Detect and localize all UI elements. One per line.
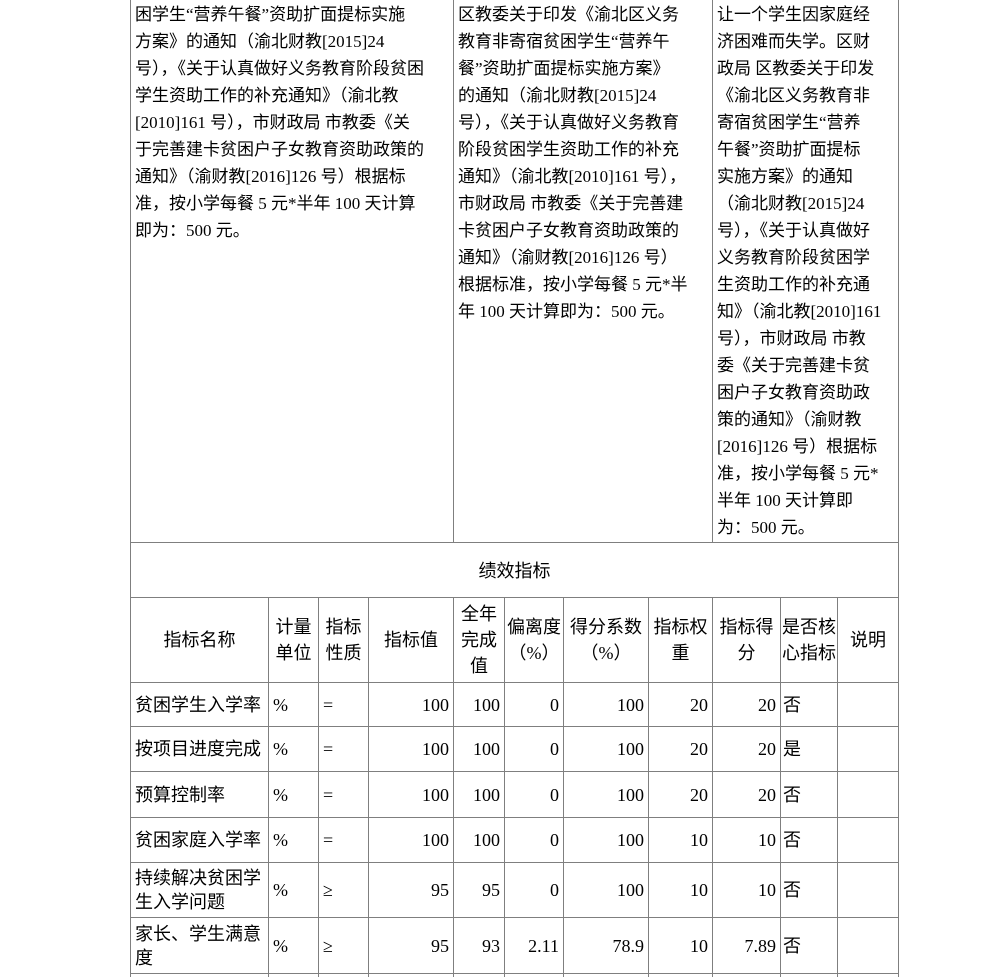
col-header-note: 说明 bbox=[836, 597, 900, 683]
cell-annual-value: 93 bbox=[453, 917, 505, 974]
cell-indicator-name: 按项目进度完成 bbox=[130, 726, 269, 772]
section-title: 绩效指标 bbox=[129, 542, 900, 598]
table-row: 贫困家庭入学率 % = 100 100 0 100 10 10 否 bbox=[130, 817, 900, 863]
cell-deviation: 0 bbox=[504, 771, 564, 818]
continuation-cell-1: 困学生“营养午餐”资助扩面提标实施 方案》的通知（渝北财教[2015]24 号）… bbox=[130, 0, 454, 543]
cell-annual-value: 100 bbox=[453, 682, 505, 727]
continuation-cell-3: 让一个学生因家庭经 济困难而失学。区财 政局 区教委关于印发 《渝北区义务教育非… bbox=[711, 0, 900, 543]
col-header-nature: 指标 性质 bbox=[318, 597, 369, 683]
cell-weight: 10 bbox=[648, 917, 713, 974]
cell-deviation: 0 bbox=[504, 726, 564, 772]
cell-unit: % bbox=[268, 817, 319, 863]
cell-target-value: 95 bbox=[368, 862, 454, 918]
cell-nature: = bbox=[318, 726, 369, 772]
cell-indicator-name: 预算控制率 bbox=[130, 771, 269, 818]
cell-score: 20 bbox=[712, 771, 781, 818]
cell-unit: % bbox=[268, 917, 319, 974]
cell-unit: % bbox=[268, 682, 319, 727]
cell-score: 10 bbox=[712, 862, 781, 918]
cell-deviation: 0 bbox=[504, 817, 564, 863]
table-row: 预算控制率 % = 100 100 0 100 20 20 否 bbox=[130, 771, 900, 818]
cell-score-coefficient: 100 bbox=[563, 771, 649, 818]
cell-deviation: 0 bbox=[504, 682, 564, 727]
cell-core-indicator: 否 bbox=[780, 682, 838, 727]
cell-annual-value: 100 bbox=[453, 771, 505, 818]
cell-score-coefficient: 100 bbox=[563, 682, 649, 727]
cell-annual-value: 95 bbox=[453, 862, 505, 918]
cell-annual-value: 100 bbox=[453, 726, 505, 772]
cell-unit: % bbox=[268, 862, 319, 918]
continuation-cell-2: 区教委关于印发《渝北区义务 教育非寄宿贫困学生“营养午 餐”资助扩面提标实施方案… bbox=[453, 0, 713, 543]
cell-unit: % bbox=[268, 771, 319, 818]
cell-target-value: 100 bbox=[368, 682, 454, 727]
cell-note bbox=[836, 771, 900, 818]
cell-target-value: 100 bbox=[368, 817, 454, 863]
cell-score: 7.89 bbox=[712, 917, 781, 974]
table-row: 按项目进度完成 % = 100 100 0 100 20 20 是 bbox=[130, 726, 900, 772]
cell-annual-value: 100 bbox=[453, 817, 505, 863]
col-header-weight: 指标权 重 bbox=[648, 597, 713, 683]
col-header-target-value: 指标值 bbox=[368, 597, 454, 683]
cell-score-coefficient: 78.9 bbox=[563, 917, 649, 974]
cell-core-indicator: 否 bbox=[780, 771, 838, 818]
col-header-annual-value: 全年 完成 值 bbox=[453, 597, 505, 683]
table-header-row: 指标名称 计量 单位 指标 性质 指标值 全年 完成 值 偏离度 （%） 得分系… bbox=[130, 597, 900, 683]
col-header-deviation: 偏离度 （%） bbox=[504, 597, 564, 683]
cell-score: 20 bbox=[712, 726, 781, 772]
cell-weight: 20 bbox=[648, 726, 713, 772]
cell-note bbox=[836, 917, 900, 974]
cell-nature: ≥ bbox=[318, 917, 369, 974]
cell-core-indicator: 否 bbox=[780, 817, 838, 863]
cell-nature: = bbox=[318, 817, 369, 863]
cell-score: 20 bbox=[712, 682, 781, 727]
cell-indicator-name: 贫困家庭入学率 bbox=[130, 817, 269, 863]
col-header-unit: 计量 单位 bbox=[268, 597, 319, 683]
cell-deviation: 0 bbox=[504, 862, 564, 918]
performance-report-table: 困学生“营养午餐”资助扩面提标实施 方案》的通知（渝北财教[2015]24 号）… bbox=[129, 0, 900, 977]
col-header-core-indicator: 是否核 心指标 bbox=[780, 597, 838, 683]
cell-indicator-name: 持续解决贫困学 生入学问题 bbox=[130, 862, 269, 918]
cell-note bbox=[836, 726, 900, 772]
cell-score: 10 bbox=[712, 817, 781, 863]
cell-deviation: 2.11 bbox=[504, 917, 564, 974]
cell-nature: ≥ bbox=[318, 862, 369, 918]
continuation-row: 困学生“营养午餐”资助扩面提标实施 方案》的通知（渝北财教[2015]24 号）… bbox=[130, 0, 900, 543]
cell-score-coefficient: 100 bbox=[563, 862, 649, 918]
cell-indicator-name: 贫困学生入学率 bbox=[130, 682, 269, 727]
cell-weight: 10 bbox=[648, 817, 713, 863]
section-title-row: 绩效指标 bbox=[129, 542, 900, 598]
col-header-indicator-name: 指标名称 bbox=[130, 597, 269, 683]
cell-nature: = bbox=[318, 771, 369, 818]
cell-unit: % bbox=[268, 726, 319, 772]
cell-indicator-name: 家长、学生满意 度 bbox=[130, 917, 269, 974]
col-header-score-coefficient: 得分系数 （%） bbox=[563, 597, 649, 683]
cell-core-indicator: 否 bbox=[780, 862, 838, 918]
cell-weight: 10 bbox=[648, 862, 713, 918]
cell-note bbox=[836, 862, 900, 918]
cell-target-value: 95 bbox=[368, 917, 454, 974]
cell-target-value: 100 bbox=[368, 771, 454, 818]
table-row-clipped bbox=[130, 973, 900, 977]
table-row: 贫困学生入学率 % = 100 100 0 100 20 20 否 bbox=[130, 682, 900, 727]
cell-core-indicator: 是 bbox=[780, 726, 838, 772]
cell-nature: = bbox=[318, 682, 369, 727]
col-header-score: 指标得 分 bbox=[712, 597, 781, 683]
cell-core-indicator: 否 bbox=[780, 917, 838, 974]
table-row: 家长、学生满意 度 % ≥ 95 93 2.11 78.9 10 7.89 否 bbox=[130, 917, 900, 974]
cell-note bbox=[836, 682, 900, 727]
cell-weight: 20 bbox=[648, 771, 713, 818]
table-row: 持续解决贫困学 生入学问题 % ≥ 95 95 0 100 10 10 否 bbox=[130, 862, 900, 918]
cell-target-value: 100 bbox=[368, 726, 454, 772]
cell-note bbox=[836, 817, 900, 863]
cell-weight: 20 bbox=[648, 682, 713, 727]
cell-score-coefficient: 100 bbox=[563, 726, 649, 772]
cell-score-coefficient: 100 bbox=[563, 817, 649, 863]
